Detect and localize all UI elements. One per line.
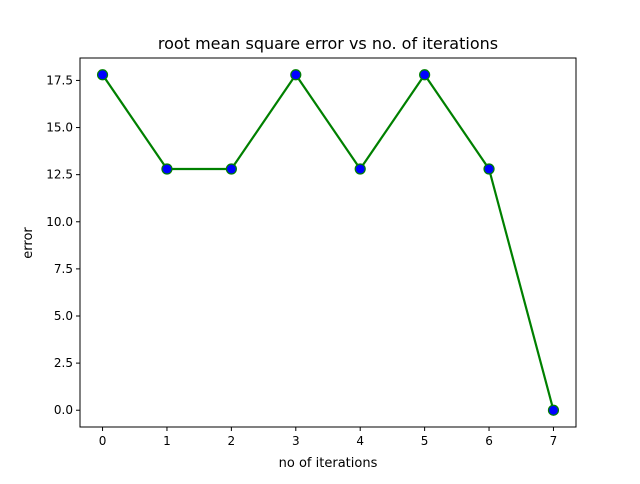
- x-axis-label: no of iterations: [279, 456, 378, 471]
- y-tick-label: 15.0: [46, 121, 73, 135]
- y-tick-label: 2.5: [54, 356, 73, 370]
- y-tick-label: 7.5: [54, 262, 73, 276]
- y-axis-label: error: [21, 227, 36, 259]
- y-tick-label: 10.0: [46, 215, 73, 229]
- x-tick-label: 7: [550, 434, 558, 448]
- x-tick-label: 6: [485, 434, 493, 448]
- x-axis-ticks: 0 1 2 3 4 5 6 7: [99, 427, 558, 448]
- series-layer: [96, 69, 560, 416]
- series-line: [101, 73, 555, 411]
- x-tick-label: 4: [356, 434, 364, 448]
- data-point: [419, 69, 431, 81]
- data-point: [547, 404, 560, 416]
- y-axis-ticks: 0.0 2.5 5.0 7.5 10.0 12.5 15.0 17.5: [46, 73, 80, 417]
- x-tick-label: 2: [228, 434, 236, 448]
- data-point: [161, 163, 173, 175]
- data-point: [96, 69, 109, 81]
- y-tick-label: 0.0: [54, 403, 73, 417]
- data-point: [290, 69, 302, 81]
- x-tick-label: 1: [163, 434, 171, 448]
- y-tick-label: 5.0: [54, 309, 73, 323]
- data-point: [483, 163, 495, 175]
- chart-title: root mean square error vs no. of iterati…: [158, 34, 498, 53]
- y-tick-label: 17.5: [46, 73, 73, 87]
- data-point: [225, 163, 237, 175]
- y-tick-label: 12.5: [46, 168, 73, 182]
- x-tick-label: 0: [99, 434, 107, 448]
- x-tick-label: 3: [292, 434, 300, 448]
- plot-frame: [79, 57, 577, 428]
- x-tick-label: 5: [421, 434, 429, 448]
- data-point: [354, 163, 366, 175]
